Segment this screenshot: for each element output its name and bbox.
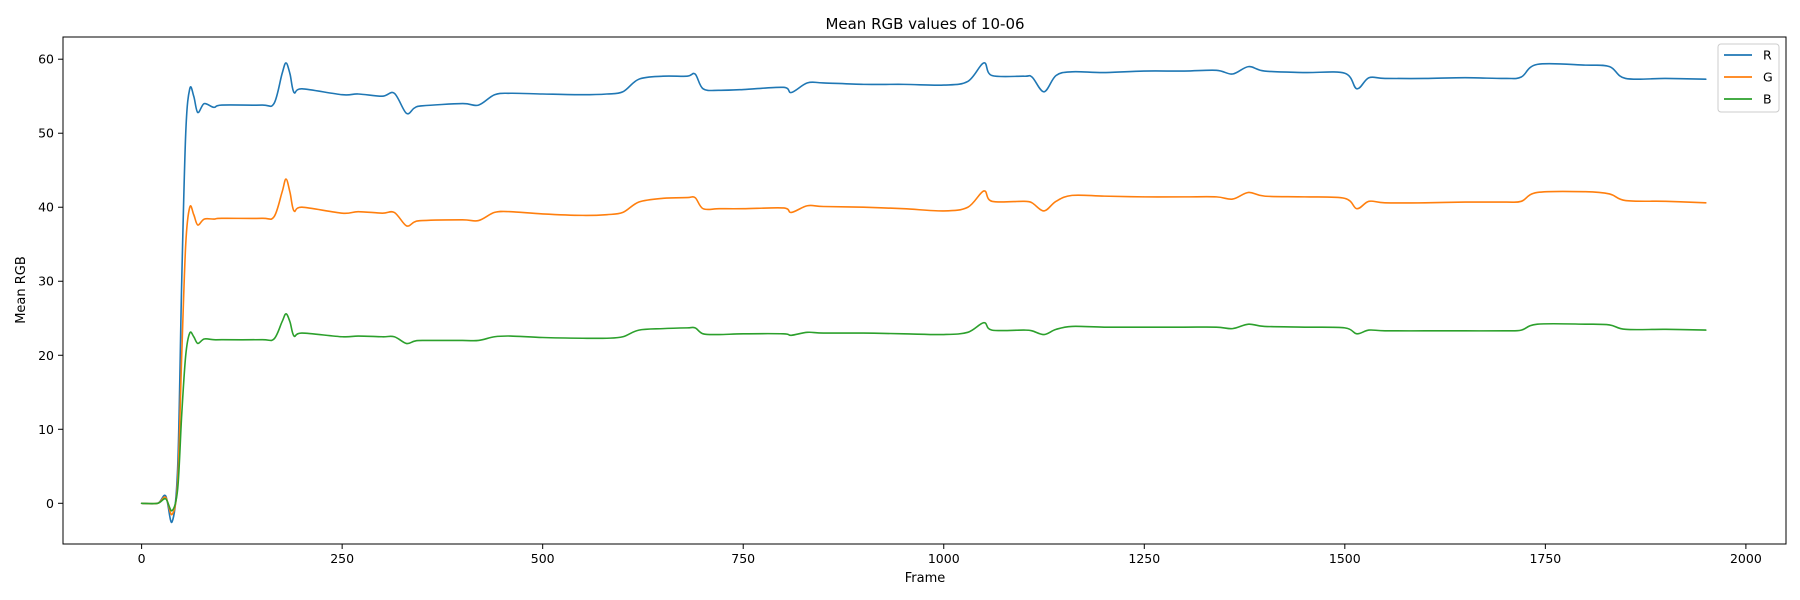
series-line-R: [140, 62, 1707, 524]
y-tick-label: 40: [38, 200, 54, 215]
legend-label-G: G: [1763, 70, 1773, 85]
plot-area: [62, 36, 1787, 545]
legend-label-B: B: [1763, 92, 1772, 107]
y-axis: 0 10 20 30 40 50 60: [38, 52, 63, 511]
x-tick-label: 750: [731, 551, 755, 566]
legend-label-R: R: [1763, 48, 1772, 63]
x-tick-label: 2000: [1730, 551, 1762, 566]
x-tick-label: 1250: [1128, 551, 1160, 566]
x-tick-label: 1750: [1529, 551, 1561, 566]
y-tick-label: 0: [46, 496, 54, 511]
chart-title: Mean RGB values of 10-06: [825, 15, 1024, 33]
x-tick-label: 1000: [928, 551, 960, 566]
x-tick-label: 250: [330, 551, 354, 566]
y-axis-label: Mean RGB: [14, 256, 29, 324]
series-line-G: [140, 178, 1707, 516]
y-tick-label: 10: [38, 422, 54, 437]
y-tick-label: 50: [38, 126, 54, 141]
x-tick-label: 0: [138, 551, 146, 566]
legend: RGB: [1717, 43, 1780, 113]
x-tick-label: 1500: [1329, 551, 1361, 566]
series-line-B: [140, 313, 1707, 512]
x-axis: 0 250 500 750 1000 1250 1500 1750 2000: [138, 544, 1762, 566]
legend-box: [1717, 43, 1780, 113]
plot-frame: [62, 36, 1787, 545]
y-tick-label: 20: [38, 348, 54, 363]
x-axis-label: Frame: [905, 571, 946, 586]
x-tick-label: 500: [531, 551, 555, 566]
series-layer: [140, 62, 1707, 524]
y-tick-label: 30: [38, 274, 54, 289]
y-tick-label: 60: [38, 52, 54, 67]
